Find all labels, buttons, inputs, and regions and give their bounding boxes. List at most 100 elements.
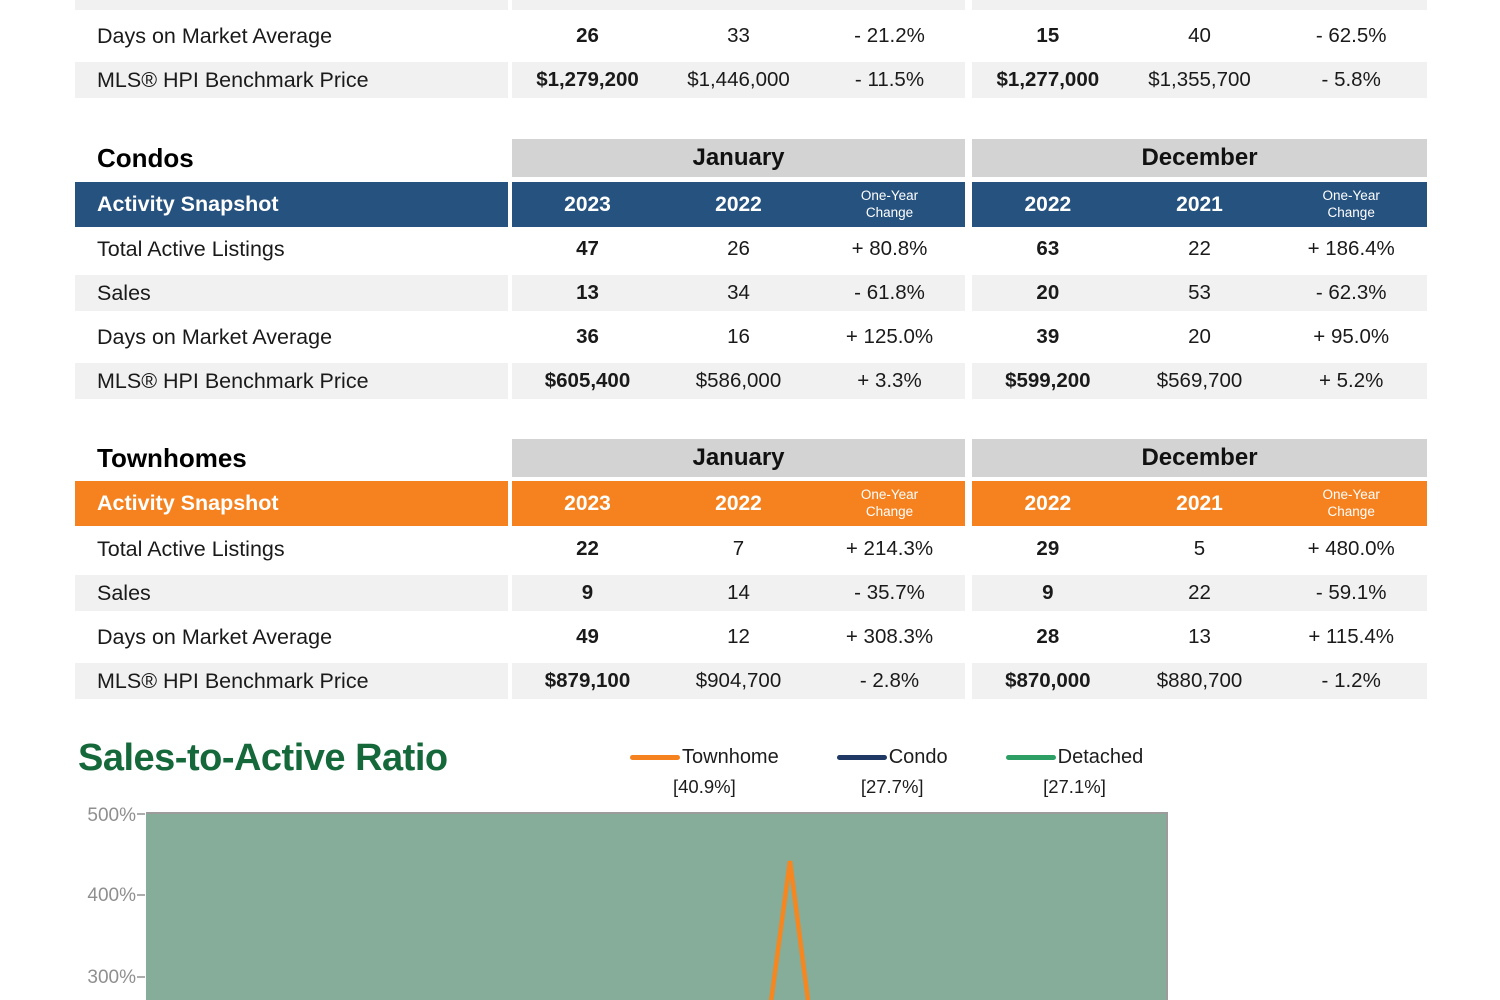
- col-header: 2022: [715, 192, 762, 216]
- y-axis-label: 400%: [87, 885, 136, 906]
- value-2023: 47: [576, 237, 599, 260]
- row-values-december: 28 13 + 115.4%: [972, 615, 1427, 659]
- row-values-january: 13 34 - 61.8%: [512, 271, 965, 315]
- row-label: Total Active Listings: [97, 536, 285, 561]
- value-change: - 5.8%: [1321, 68, 1381, 91]
- col-header: 2022: [715, 491, 762, 515]
- legend-label: Condo: [888, 746, 948, 768]
- row-values-december: 20 53 - 62.3%: [972, 271, 1427, 315]
- y-axis-tick: [137, 813, 145, 815]
- row-values-january: 22 7 + 214.3%: [512, 527, 965, 571]
- value-2022: 12: [727, 625, 750, 648]
- col-header: 2023: [564, 491, 611, 515]
- period-january: January: [512, 139, 965, 177]
- row-label: Days on Market Average: [97, 324, 333, 349]
- value-2023: 13: [576, 281, 599, 304]
- col-header: One-Year Change: [1322, 187, 1380, 220]
- activity-snapshot-label: Activity Snapshot: [75, 182, 508, 227]
- value-2021: 53: [1188, 281, 1211, 304]
- row-values-january: 43 65 - 33.8%: [512, 0, 965, 14]
- row-values-december: $1,277,000 $1,355,700 - 5.8%: [972, 58, 1427, 102]
- row-values-december: $870,000 $880,700 - 1.2%: [972, 659, 1427, 703]
- col-header: One-Year Change: [1322, 486, 1380, 519]
- value-2021: 33: [1124, 0, 1276, 10]
- value-2023: $605,400: [544, 369, 631, 392]
- value-change: - 62.5%: [1315, 24, 1387, 47]
- value-change: - 62.3%: [1315, 281, 1387, 304]
- value-2022: 15: [1036, 24, 1060, 47]
- value-2021: $880,700: [1156, 669, 1243, 692]
- section-title: Townhomes: [97, 442, 247, 473]
- table-row: Sales 43 65 - 33.8% 15 33 - 54.5%: [75, 0, 1427, 14]
- value-2022: $904,700: [695, 669, 782, 692]
- value-2023: 22: [576, 537, 599, 560]
- value-2022: 15: [972, 0, 1124, 10]
- value-change: - 35.7%: [854, 581, 925, 604]
- value-2022: 65: [663, 0, 814, 10]
- townhomes-period-band: Townhomes January December: [75, 439, 1427, 477]
- value-2022: 20: [1036, 281, 1060, 304]
- table-row: Sales 9 14 - 35.7% 9 22 - 59.1%: [75, 571, 1427, 615]
- col-header: One-Year Change: [860, 486, 919, 519]
- value-change: + 80.8%: [851, 237, 928, 260]
- col-header: 2022: [1024, 491, 1072, 515]
- y-axis-label: 500%: [87, 805, 136, 826]
- table-row: Days on Market Average 49 12 + 308.3% 28…: [75, 615, 1427, 659]
- value-2021: 22: [1188, 581, 1211, 604]
- value-2022: 9: [1042, 581, 1054, 604]
- value-2021: 13: [1188, 625, 1211, 648]
- value-2023: $1,279,200: [536, 68, 639, 91]
- value-2022: $870,000: [1005, 669, 1091, 692]
- header-december-years: 2022 2021 One-Year Change: [972, 182, 1427, 227]
- row-label: MLS® HPI Benchmark Price: [75, 659, 508, 703]
- table-row: MLS® HPI Benchmark Price $879,100 $904,7…: [75, 659, 1427, 703]
- value-change: - 33.8%: [814, 0, 965, 10]
- value-2022: $586,000: [695, 369, 782, 392]
- row-label: Sales: [75, 571, 508, 615]
- legend-item-detached: Detached [27.1%]: [1005, 746, 1144, 798]
- value-change: + 5.2%: [1318, 369, 1384, 392]
- value-2021: 20: [1188, 325, 1211, 348]
- condos-period-band: Condos January December: [75, 139, 1427, 177]
- table-row: Total Active Listings 47 26 + 80.8% 63 2…: [75, 227, 1427, 271]
- row-label: Days on Market Average: [97, 624, 333, 649]
- value-change: + 480.0%: [1307, 537, 1395, 560]
- col-header: One-Year Change: [860, 187, 919, 220]
- row-values-december: 15 40 - 62.5%: [972, 14, 1427, 58]
- value-2021: $569,700: [1156, 369, 1243, 392]
- row-values-january: 49 12 + 308.3%: [512, 615, 965, 659]
- value-change: - 61.8%: [854, 281, 925, 304]
- value-change: + 3.3%: [857, 369, 922, 392]
- period-december: December: [972, 439, 1427, 477]
- value-change: + 308.3%: [845, 625, 934, 648]
- table-row: MLS® HPI Benchmark Price $605,400 $586,0…: [75, 359, 1427, 403]
- row-values-january: 9 14 - 35.7%: [512, 571, 965, 615]
- value-change: - 11.5%: [854, 68, 925, 91]
- row-values-december: 39 20 + 95.0%: [972, 315, 1427, 359]
- activity-snapshot-label: Activity Snapshot: [75, 481, 508, 526]
- header-january-years: 2023 2022 One-Year Change: [512, 481, 965, 526]
- y-axis-tick: [137, 894, 145, 896]
- value-change: - 21.2%: [854, 24, 925, 47]
- legend-value: [27.7%]: [860, 776, 924, 797]
- y-axis-tick: [137, 976, 145, 978]
- row-values-december: 29 5 + 480.0%: [972, 527, 1427, 571]
- legend-label: Detached: [1057, 746, 1144, 768]
- value-2022: 7: [732, 537, 745, 560]
- condo-line-swatch-icon: [836, 755, 887, 760]
- table-row: Sales 13 34 - 61.8% 20 53 - 62.3%: [75, 271, 1427, 315]
- detached-line-swatch-icon: [1005, 755, 1056, 760]
- value-change: - 59.1%: [1315, 581, 1387, 604]
- col-header: 2022: [1024, 192, 1072, 216]
- row-label: Sales: [75, 0, 508, 14]
- row-values-december: 15 33 - 54.5%: [972, 0, 1427, 14]
- row-values-january: $1,279,200 $1,446,000 - 11.5%: [512, 58, 965, 102]
- value-change: + 125.0%: [845, 325, 934, 348]
- value-2022: 34: [727, 281, 750, 304]
- row-values-december: 9 22 - 59.1%: [972, 571, 1427, 615]
- value-2022: $1,277,000: [996, 68, 1100, 91]
- row-label: Days on Market Average: [97, 23, 333, 48]
- row-values-january: 36 16 + 125.0%: [512, 315, 965, 359]
- value-2021: 22: [1188, 237, 1211, 260]
